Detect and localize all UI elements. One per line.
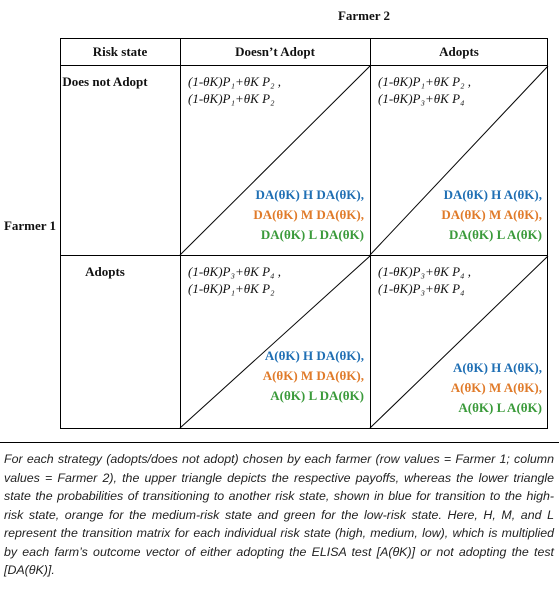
payoff: (1-θK)P₃+θK P₄ (378, 281, 465, 296)
transition: A(θK) M A(θK), (450, 380, 542, 395)
row-header: Does not Adopt (62, 74, 148, 89)
transition: DA(θK) H A(θK), (443, 187, 542, 202)
transition: A(θK) M DA(θK), (262, 368, 364, 383)
column-header: Adopts (439, 44, 479, 59)
transition: A(θK) H A(θK), (452, 360, 542, 375)
transition: DA(θK) L A(θK) (448, 227, 542, 242)
transition: DA(θK) H DA(θK), (255, 187, 364, 202)
payoff: (1-θK)P₃+θK P₄ (378, 91, 465, 106)
column-header: Doesn’t Adopt (235, 44, 315, 59)
column-header: Risk state (92, 44, 148, 59)
payoff: (1-θK)P₁+θK P₂ (188, 91, 275, 106)
transition: A(θK) H DA(θK), (264, 348, 364, 363)
row-player: Farmer 1 (3, 218, 57, 233)
transition: DA(θK) M A(θK), (441, 207, 542, 222)
transition: A(θK) L DA(θK) (270, 388, 364, 403)
payoff: (1-θK)P₃+θK P₄ , (378, 264, 472, 279)
row-header: Adopts (85, 264, 125, 279)
payoff: (1-θK)P₁+θK P₂ , (378, 74, 472, 89)
payoff: (1-θK)P₁+θK P₂ , (188, 74, 282, 89)
payoff: (1-θK)P₃+θK P₄ , (188, 264, 282, 279)
transition: DA(θK) L DA(θK) (260, 227, 364, 242)
payoff: (1-θK)P₁+θK P₂ (188, 281, 275, 296)
transition: A(θK) L A(θK) (458, 400, 542, 415)
transition: DA(θK) M DA(θK), (253, 207, 364, 222)
column-player: Farmer 2 (337, 8, 391, 23)
caption: For each strategy (adopts/does not adopt… (4, 452, 554, 577)
